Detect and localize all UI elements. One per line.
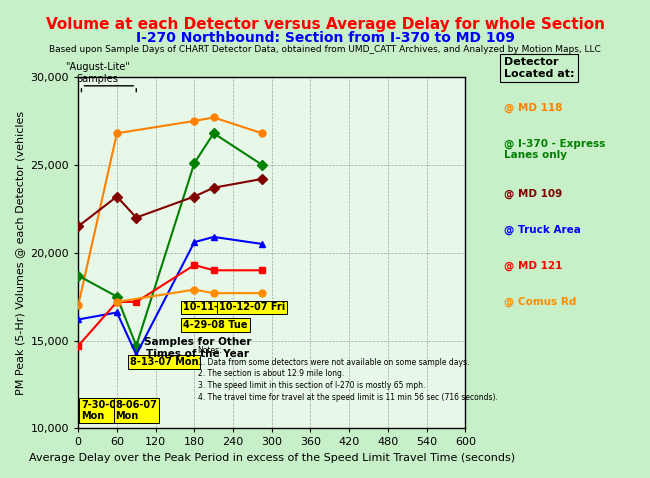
Text: "August-Lite"
Samples: "August-Lite" Samples [65, 63, 130, 84]
Text: 4-29-08 Tue: 4-29-08 Tue [183, 320, 248, 330]
Text: Detector
Located at:: Detector Located at: [504, 57, 574, 79]
Text: @ MD 118: @ MD 118 [504, 103, 562, 113]
Text: @ Comus Rd: @ Comus Rd [504, 296, 576, 306]
Text: @ Truck Area: @ Truck Area [504, 225, 580, 235]
Text: Samples for Other
Times of the Year: Samples for Other Times of the Year [144, 337, 252, 358]
Text: Based upon Sample Days of CHART Detector Data, obtained from UMD_CATT Archives, : Based upon Sample Days of CHART Detector… [49, 45, 601, 54]
Y-axis label: PM Peak (5-Hr) Volumes @ each Detector (vehicles: PM Peak (5-Hr) Volumes @ each Detector (… [15, 111, 25, 395]
Text: 10-11-07 Thu: 10-11-07 Thu [183, 303, 256, 313]
Text: 7-30-07
Mon: 7-30-07 Mon [81, 400, 124, 422]
Text: @ MD 121: @ MD 121 [504, 261, 562, 271]
Text: 10-12-07 Fri: 10-12-07 Fri [219, 303, 285, 313]
Text: 8-06-07
Mon: 8-06-07 Mon [116, 400, 157, 422]
Text: Volume at each Detector versus Average Delay for whole Section: Volume at each Detector versus Average D… [46, 17, 605, 32]
Text: @ I-370 - Express
Lanes only: @ I-370 - Express Lanes only [504, 139, 605, 161]
Text: I-270 Northbound: Section from I-370 to MD 109: I-270 Northbound: Section from I-370 to … [136, 31, 514, 45]
Text: Notes:
1. Data from some detectors were not available on some sample days.
2. Th: Notes: 1. Data from some detectors were … [198, 346, 497, 402]
Text: @ MD 109: @ MD 109 [504, 189, 562, 199]
X-axis label: Average Delay over the Peak Period in excess of the Speed Limit Travel Time (sec: Average Delay over the Peak Period in ex… [29, 453, 515, 463]
Text: 8-13-07 Mon: 8-13-07 Mon [130, 357, 198, 367]
